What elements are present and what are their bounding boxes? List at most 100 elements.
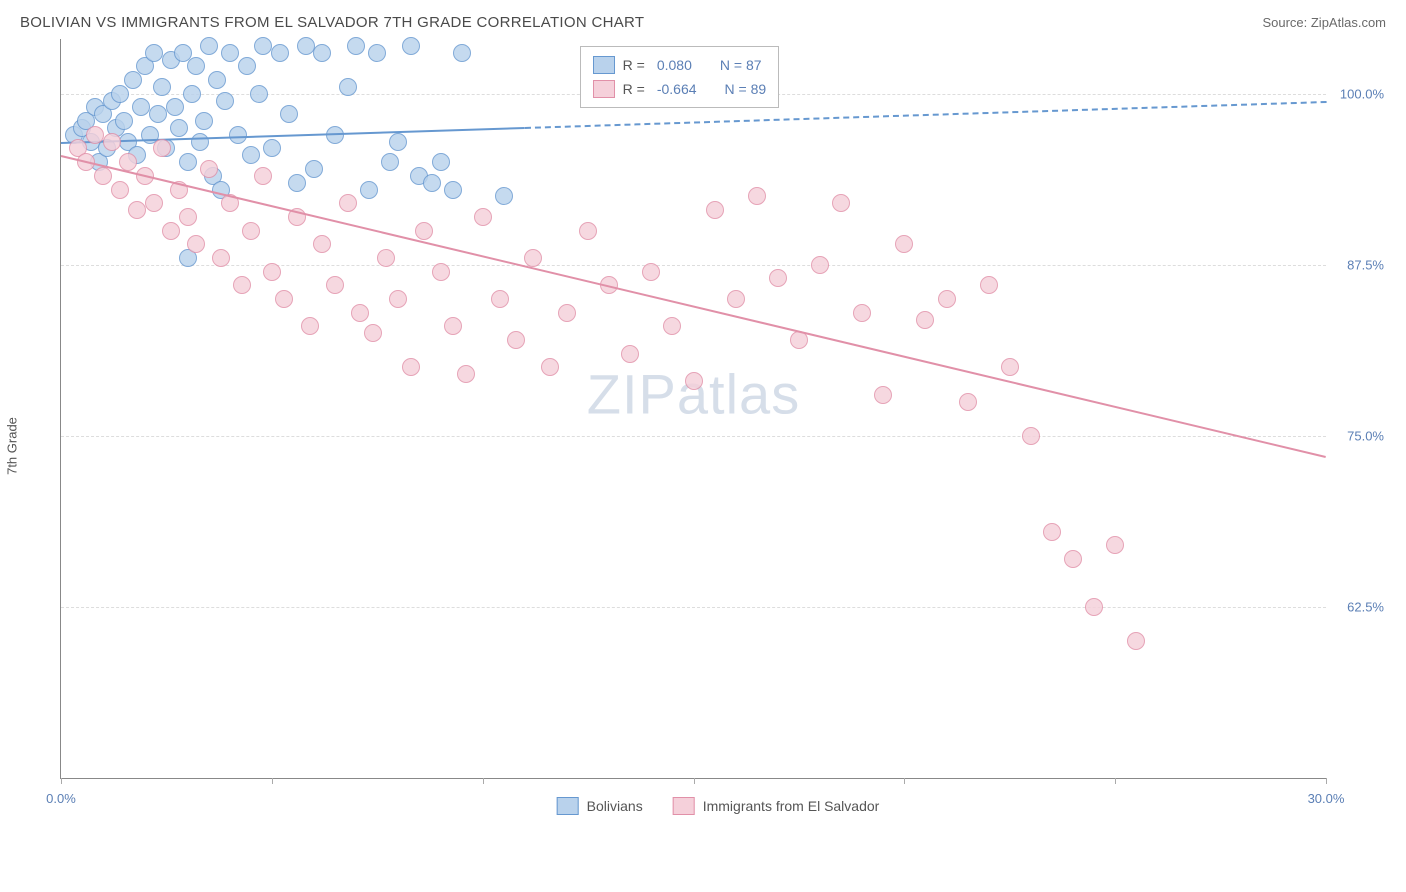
- data-point: [432, 153, 450, 171]
- data-point: [415, 222, 433, 240]
- y-tick-label: 75.0%: [1347, 428, 1384, 443]
- data-point: [811, 256, 829, 274]
- data-point: [1085, 598, 1103, 616]
- data-point: [263, 139, 281, 157]
- data-point: [874, 386, 892, 404]
- data-point: [748, 187, 766, 205]
- data-point: [444, 181, 462, 199]
- data-point: [1064, 550, 1082, 568]
- data-point: [524, 249, 542, 267]
- data-point: [663, 317, 681, 335]
- stats-swatch: [593, 80, 615, 98]
- data-point: [111, 85, 129, 103]
- watermark: ZIPatlas: [587, 361, 800, 426]
- stats-swatch: [593, 56, 615, 74]
- data-point: [128, 201, 146, 219]
- data-point: [280, 105, 298, 123]
- data-point: [339, 194, 357, 212]
- gridline: [61, 265, 1326, 266]
- data-point: [402, 37, 420, 55]
- data-point: [347, 37, 365, 55]
- x-tick: [1326, 778, 1327, 784]
- data-point: [170, 119, 188, 137]
- data-point: [242, 146, 260, 164]
- x-tick: [272, 778, 273, 784]
- data-point: [183, 85, 201, 103]
- data-point: [1001, 358, 1019, 376]
- data-point: [642, 263, 660, 281]
- x-tick: [694, 778, 695, 784]
- chart-area: ZIPatlas 62.5%75.0%87.5%100.0%0.0%30.0%R…: [50, 39, 1386, 839]
- data-point: [507, 331, 525, 349]
- data-point: [187, 235, 205, 253]
- data-point: [579, 222, 597, 240]
- data-point: [541, 358, 559, 376]
- data-point: [301, 317, 319, 335]
- data-point: [389, 133, 407, 151]
- data-point: [305, 160, 323, 178]
- data-point: [364, 324, 382, 342]
- data-point: [727, 290, 745, 308]
- data-point: [621, 345, 639, 363]
- data-point: [208, 71, 226, 89]
- data-point: [313, 44, 331, 62]
- data-point: [145, 44, 163, 62]
- stats-legend-row: R =0.080N = 87: [593, 53, 767, 77]
- data-point: [288, 174, 306, 192]
- data-point: [187, 57, 205, 75]
- data-point: [959, 393, 977, 411]
- trendline: [61, 155, 1326, 458]
- data-point: [368, 44, 386, 62]
- data-point: [916, 311, 934, 329]
- y-tick-label: 87.5%: [1347, 257, 1384, 272]
- data-point: [153, 78, 171, 96]
- data-point: [275, 290, 293, 308]
- data-point: [1106, 536, 1124, 554]
- data-point: [326, 276, 344, 294]
- plot-area: ZIPatlas 62.5%75.0%87.5%100.0%0.0%30.0%R…: [60, 39, 1326, 779]
- stats-legend-row: R =-0.664N = 89: [593, 77, 767, 101]
- data-point: [233, 276, 251, 294]
- data-point: [200, 160, 218, 178]
- data-point: [423, 174, 441, 192]
- x-tick-label: 0.0%: [46, 791, 76, 806]
- data-point: [103, 133, 121, 151]
- data-point: [980, 276, 998, 294]
- y-axis-label: 7th Grade: [5, 417, 20, 475]
- data-point: [377, 249, 395, 267]
- data-point: [495, 187, 513, 205]
- data-point: [119, 153, 137, 171]
- legend-label-elsalvador: Immigrants from El Salvador: [703, 798, 880, 814]
- data-point: [221, 44, 239, 62]
- data-point: [769, 269, 787, 287]
- data-point: [238, 57, 256, 75]
- data-point: [250, 85, 268, 103]
- legend-item-elsalvador: Immigrants from El Salvador: [673, 797, 880, 815]
- data-point: [242, 222, 260, 240]
- data-point: [432, 263, 450, 281]
- data-point: [86, 126, 104, 144]
- data-point: [254, 37, 272, 55]
- header: BOLIVIAN VS IMMIGRANTS FROM EL SALVADOR …: [0, 0, 1406, 39]
- data-point: [132, 98, 150, 116]
- chart-title: BOLIVIAN VS IMMIGRANTS FROM EL SALVADOR …: [20, 14, 644, 31]
- data-point: [457, 365, 475, 383]
- legend-item-bolivians: Bolivians: [557, 797, 643, 815]
- x-tick-label: 30.0%: [1308, 791, 1345, 806]
- data-point: [895, 235, 913, 253]
- data-point: [402, 358, 420, 376]
- data-point: [444, 317, 462, 335]
- data-point: [124, 71, 142, 89]
- data-point: [166, 98, 184, 116]
- data-point: [685, 372, 703, 390]
- data-point: [853, 304, 871, 322]
- data-point: [1043, 523, 1061, 541]
- x-tick: [61, 778, 62, 784]
- data-point: [351, 304, 369, 322]
- data-point: [212, 249, 230, 267]
- data-point: [195, 112, 213, 130]
- swatch-bolivians: [557, 797, 579, 815]
- gridline: [61, 436, 1326, 437]
- data-point: [145, 194, 163, 212]
- data-point: [271, 44, 289, 62]
